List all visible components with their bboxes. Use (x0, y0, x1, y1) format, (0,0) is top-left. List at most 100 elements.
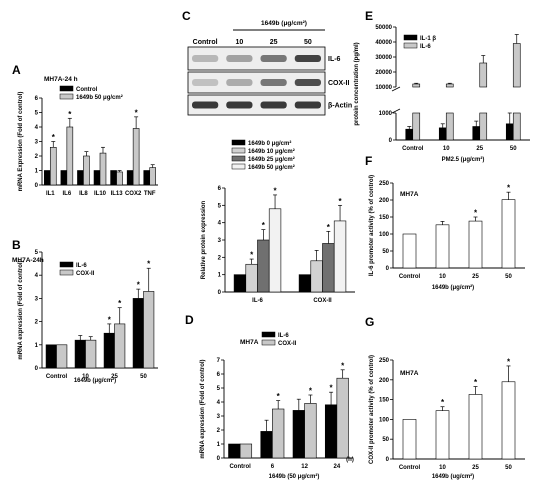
chart-a-x-tick-label: COX2 (125, 191, 142, 197)
chart-e-legend-swatch (403, 42, 418, 49)
blot-band (294, 101, 321, 109)
chart-f-y-tick-label: 100 (379, 232, 390, 238)
chart-e-x-axis-label: PM2.5 (μg/cm²) (442, 156, 485, 163)
chart-d-bar (260, 431, 273, 459)
blot-lane-label: Control (193, 39, 218, 46)
chart-d-legend-swatch (261, 339, 276, 346)
chart-g-y-axis-label: COX-II promoter activity (% of control) (369, 355, 375, 464)
chart-d-bar (239, 443, 253, 459)
chart-g-panel-label: G (365, 315, 374, 329)
chart-a-y-tick-label: 2 (35, 154, 39, 160)
chart-d-significance-star: * (330, 384, 334, 393)
chart-b-y-tick-label: 1 (35, 343, 39, 349)
chart-b-legend-swatch (59, 269, 74, 276)
chart-f-bar (468, 220, 483, 269)
blot-band (260, 101, 287, 109)
chart-cchart-y-tick-label: 0 (218, 290, 222, 296)
chart-e-y-tick-label: 40000 (375, 40, 392, 46)
chart-a-bar (132, 128, 140, 186)
blot-band-label: β-Actin (328, 103, 352, 110)
chart-f-significance-star: * (474, 209, 478, 218)
chart-b-bar (85, 339, 97, 369)
chart-b-x-tick-label: 50 (140, 374, 147, 380)
chart-b-significance-star: * (147, 260, 151, 269)
chart-a-bar (143, 170, 151, 186)
chart-f-x-tick-label: 10 (439, 274, 446, 280)
blot-band (192, 55, 219, 62)
blot-lane-label: 50 (304, 39, 312, 46)
chart-a-legend-label: 1649b 50 μg/cm² (76, 94, 123, 101)
chart-b-y-tick-label: 2 (35, 320, 39, 326)
chart-d-y-tick-label: 3 (217, 414, 221, 420)
chart-f-y-tick-label: 250 (379, 181, 390, 187)
chart-b-x-tick-label: Control (46, 374, 68, 380)
chart-cchart-legend-swatch (231, 147, 246, 154)
chart-e-bar (445, 83, 454, 88)
chart-b-bar (56, 344, 68, 369)
chart-d-x-tick-label: Control (229, 464, 251, 470)
chart-a-x-tick-label: IL6 (63, 191, 72, 197)
chart-g-x-tick-label: Control (399, 465, 421, 471)
chart-cchart-legend-swatch (231, 139, 246, 146)
chart-cchart-bar (298, 274, 312, 293)
blot-unit-label: 1649b (μg/cm²) (261, 20, 307, 27)
chart-f-y-tick-label: 0 (386, 266, 390, 272)
chart-e-x-tick-label: Control (402, 146, 424, 152)
chart-d-y-axis-label: mRNA expression (Fold of control) (200, 359, 206, 458)
chart-cchart-x-tick-label: IL-6 (252, 298, 263, 304)
chart-g-y-tick-label: 0 (386, 457, 390, 463)
chart-g-y-tick-label: 50 (382, 437, 389, 443)
chart-f-y-tick-label: 150 (379, 215, 390, 221)
chart-d-significance-star: * (277, 392, 281, 401)
chart-e-axis-break-mark (391, 86, 401, 92)
chart-cchart-legend-swatch (231, 155, 246, 162)
chart-e-bar (512, 112, 521, 141)
chart-a-x-tick-label: IL1 (46, 191, 55, 197)
chart-e-x-tick-label: 50 (510, 146, 517, 152)
chart-d-bar (228, 443, 241, 459)
chart-d-significance-star: * (309, 387, 313, 396)
chart-cchart-y-tick-label: 5 (218, 203, 222, 209)
chart-f-panel-label: F (365, 154, 372, 168)
chart-cchart-y-tick-label: 3 (218, 238, 222, 244)
chart-e-bar (412, 83, 421, 88)
chart-a-y-tick-label: 6 (35, 96, 39, 102)
chart-a-bar (126, 170, 134, 186)
chart-e-y-tick-label: 20000 (375, 70, 392, 76)
chart-cchart-bar (268, 208, 282, 293)
chart-cchart-legend-label: 1649b 25 μg/cm² (248, 156, 295, 163)
chart-d-y-tick-label: 2 (217, 428, 221, 434)
chart-g-y-tick-label: 200 (379, 378, 390, 384)
chart-b-x-axis-label: 1649b (μg/cm²) (74, 377, 116, 384)
chart-a-bar (93, 170, 101, 186)
chart-a-y-tick-label: 0 (35, 183, 39, 189)
chart-e-y-tick-label: 10000 (375, 85, 392, 91)
chart-e-legend-label: IL-6 (420, 44, 431, 50)
chart-cchart-bar (322, 243, 335, 293)
chart-cchart-x-tick-label: COX-II (313, 298, 332, 304)
chart-cchart-y-tick-label: 6 (218, 186, 222, 192)
chart-b-significance-star: * (118, 299, 122, 308)
chart-e-y-tick-label: 0 (389, 138, 393, 144)
chart-b-legend-label: COX-II (76, 271, 95, 277)
chart-b-legend-label: IL-6 (76, 263, 87, 269)
chart-b-bar (114, 323, 126, 369)
chart-a-panel-label: A (12, 63, 21, 77)
chart-cchart-legend-label: 1649b 10 μg/cm² (248, 148, 295, 155)
chart-f-significance-star: * (507, 184, 511, 193)
chart-d-legend-label: COX-II (278, 341, 297, 347)
chart-e-bar (405, 128, 414, 141)
chart-g-title: MH7A (400, 370, 419, 377)
chart-a-legend-swatch (59, 93, 74, 100)
chart-d-bar (336, 377, 349, 459)
chart-cchart-significance-star: * (262, 221, 266, 230)
blot-band (192, 101, 219, 109)
chart-a-bar (60, 170, 68, 186)
chart-e-bar (479, 62, 488, 88)
chart-d-legend-label: IL-6 (278, 333, 289, 339)
chart-a-bar (149, 167, 156, 186)
chart-b-bar (74, 339, 86, 369)
blot-strip (187, 46, 326, 71)
chart-g-y-tick-label: 150 (379, 398, 390, 404)
chart-a-significance-star: * (52, 133, 56, 142)
